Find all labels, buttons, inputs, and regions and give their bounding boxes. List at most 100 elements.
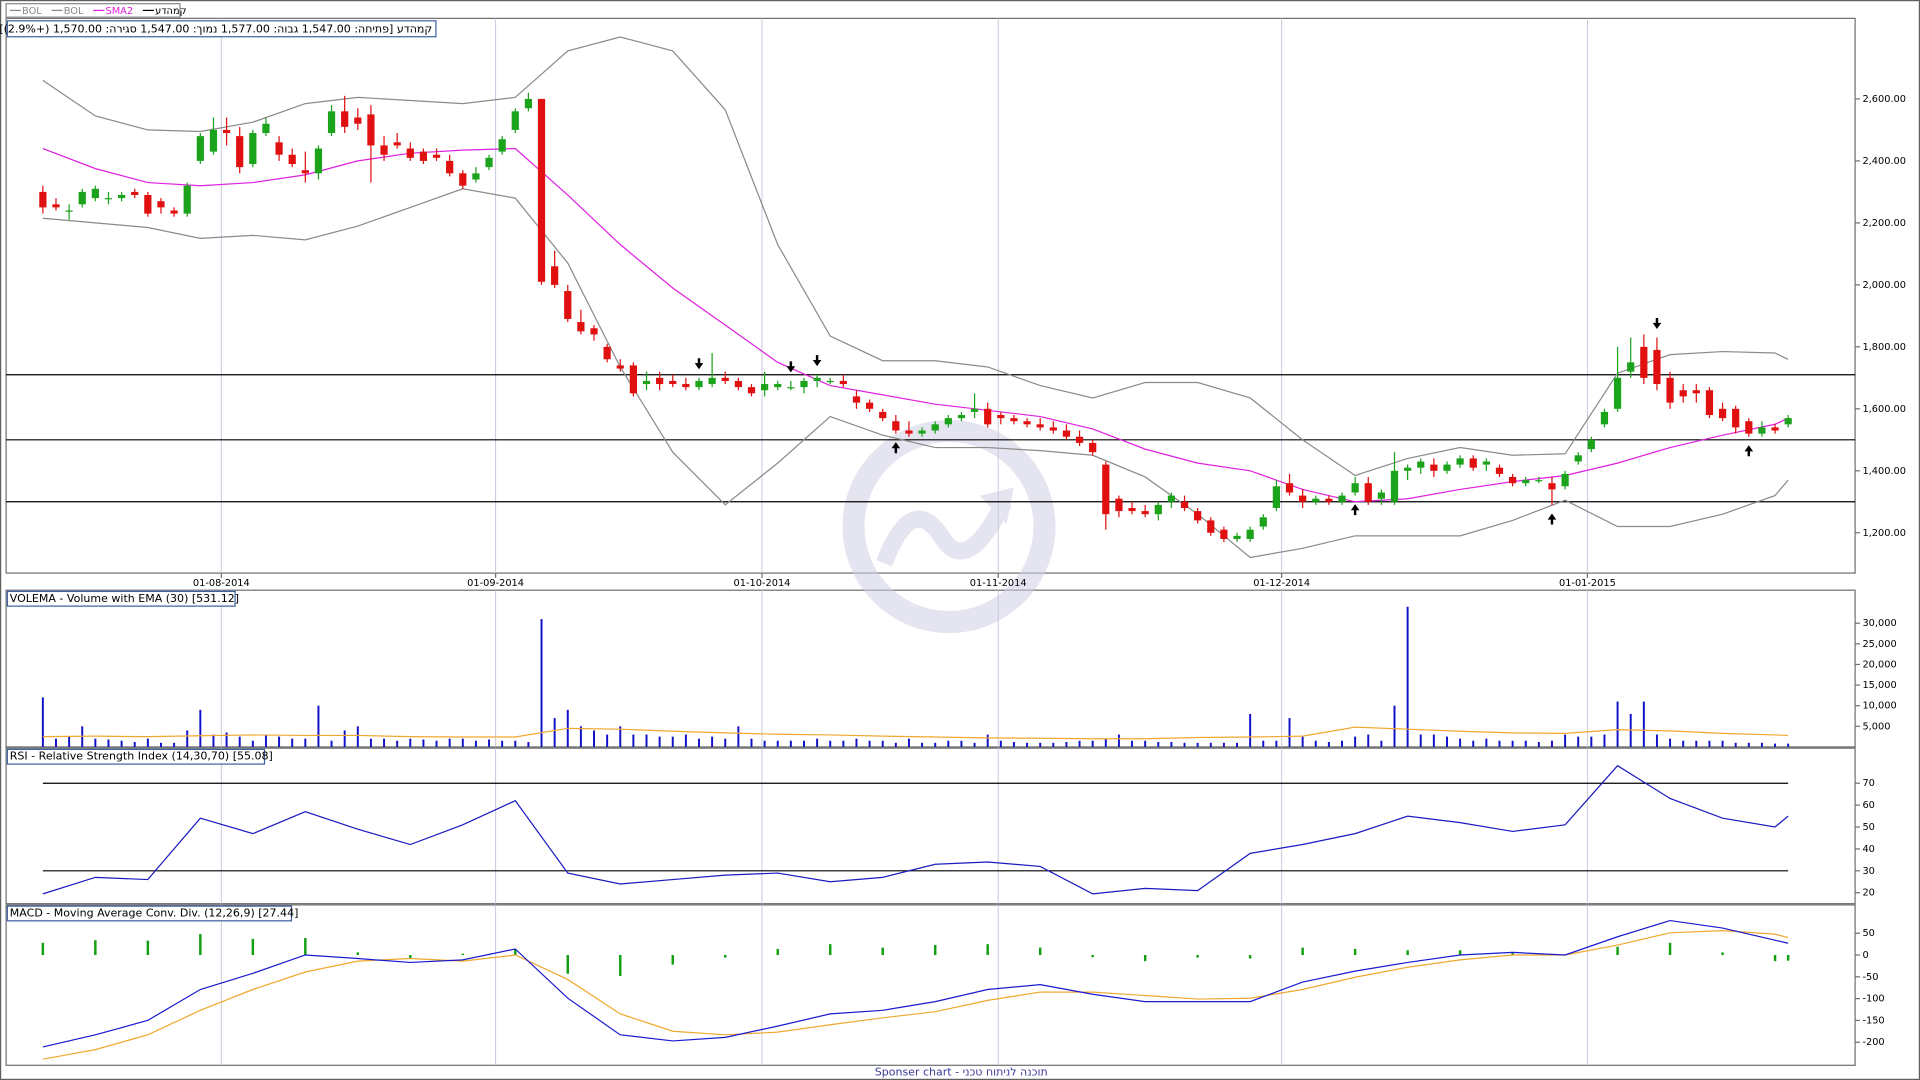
y-tick-label: 5,000: [1862, 721, 1890, 732]
bollinger-lower: [42, 188, 1789, 559]
candle-body: [170, 210, 178, 214]
candle-body: [1561, 473, 1569, 487]
candle-body: [1666, 377, 1674, 403]
watermark: [842, 420, 1056, 634]
candle-body: [1390, 470, 1399, 502]
candle-body: [1430, 464, 1438, 471]
legend-label: BOL: [22, 6, 42, 17]
macd-histogram-bar: [1616, 946, 1619, 956]
candle-body: [577, 322, 585, 332]
y-tick-label: 2,000.00: [1862, 280, 1906, 291]
candle-body: [459, 173, 467, 186]
candle-body: [117, 195, 126, 199]
candle-body: [669, 380, 677, 385]
rsi-line: [42, 764, 1789, 895]
candle-body: [262, 123, 270, 134]
candle-body: [446, 160, 454, 174]
candle-body: [1653, 349, 1661, 385]
candle-body: [551, 266, 559, 285]
macd-histogram-bar: [1773, 955, 1777, 962]
candle-body: [1246, 529, 1254, 539]
y-tick-label: 30: [1862, 866, 1874, 877]
macd-histogram-bar: [199, 934, 202, 956]
rsi-panel: [5, 747, 1856, 905]
candle-body: [65, 210, 73, 212]
candle-body: [249, 133, 257, 165]
candle-body: [1180, 501, 1189, 508]
candle-body: [1075, 436, 1084, 443]
volume-ema: [42, 726, 1789, 740]
candle-body: [1167, 495, 1176, 502]
rsi-title-box: [6, 748, 266, 765]
macd-histogram-bar: [1091, 955, 1094, 958]
candle-body: [209, 129, 218, 152]
candle-body: [787, 387, 795, 389]
macd-histogram-bar: [304, 938, 307, 956]
y-tick-label: 2,600.00: [1862, 94, 1906, 105]
candle-body: [511, 111, 519, 130]
y-tick-label: 70: [1862, 778, 1874, 789]
macd-histogram-bar: [671, 955, 674, 965]
macd-panel: [5, 904, 1856, 1066]
candle-body: [1548, 483, 1556, 490]
y-tick-label: 20,000: [1862, 659, 1896, 670]
rsi-title: RSI - Relative Strength Index (14,30,70)…: [10, 750, 273, 763]
macd-histogram-bar: [1353, 948, 1357, 956]
macd-histogram-bar: [986, 944, 989, 956]
y-tick-label: 50: [1862, 928, 1874, 939]
macd-histogram-bar: [1038, 947, 1042, 956]
candle-body: [616, 365, 624, 369]
macd-histogram-bar: [1143, 955, 1147, 962]
candle-body: [1312, 498, 1320, 502]
candle-body: [747, 387, 756, 394]
candle-body: [1351, 483, 1359, 493]
candle-body: [1141, 511, 1149, 515]
candle-body: [91, 188, 99, 199]
macd-histogram-bar: [1301, 947, 1304, 956]
candle-body: [1692, 390, 1700, 394]
candle-body: [1115, 498, 1123, 512]
candle-body: [1325, 498, 1333, 502]
sell-arrow: [812, 355, 822, 367]
candle-body: [721, 377, 729, 381]
y-tick-label: 1,200.00: [1862, 528, 1906, 539]
sell-arrow: [786, 361, 796, 373]
macd-histogram-bar: [514, 948, 517, 956]
candle-body: [1049, 427, 1057, 431]
candle-body: [1089, 442, 1097, 453]
candle-body: [144, 195, 152, 214]
candle-body: [1640, 346, 1648, 378]
candle-body: [301, 170, 309, 174]
candle-body: [761, 384, 769, 391]
y-tick-label: 50: [1862, 822, 1874, 833]
candle-body: [1627, 362, 1635, 372]
macd-histogram-bar: [461, 953, 465, 956]
macd-histogram-bar: [1196, 955, 1199, 958]
candle-body: [1745, 421, 1753, 434]
y-tick-label: 2,200.00: [1862, 218, 1906, 229]
candle-body: [367, 114, 375, 146]
candle-body: [1010, 418, 1018, 422]
y-tick-label: 1,600.00: [1862, 404, 1906, 415]
candle-body: [1377, 492, 1385, 499]
candle-body: [1508, 476, 1517, 484]
volume-title: VOLEMA - Volume with EMA (30) [531.12]: [10, 592, 239, 605]
x-tick-label: 01-11-2014: [970, 578, 1027, 589]
macd-histogram-bar: [619, 955, 622, 976]
y-tick-label: 1,400.00: [1862, 466, 1906, 477]
candle-body: [1154, 504, 1162, 515]
candle-body: [1482, 461, 1490, 465]
candle-body: [288, 154, 296, 165]
candle-body: [1443, 464, 1451, 471]
volume-title-box: [6, 590, 236, 607]
candle-body: [1299, 495, 1307, 502]
candle-body: [1102, 464, 1110, 515]
info-box: [6, 20, 437, 38]
candle-body: [892, 421, 900, 431]
candle-body: [879, 411, 887, 419]
candle-body: [222, 129, 231, 134]
candle-body: [354, 117, 362, 124]
macd-histogram-bar: [881, 947, 884, 956]
y-tick-label: -150: [1862, 1015, 1884, 1026]
y-tick-label: -50: [1862, 972, 1878, 983]
